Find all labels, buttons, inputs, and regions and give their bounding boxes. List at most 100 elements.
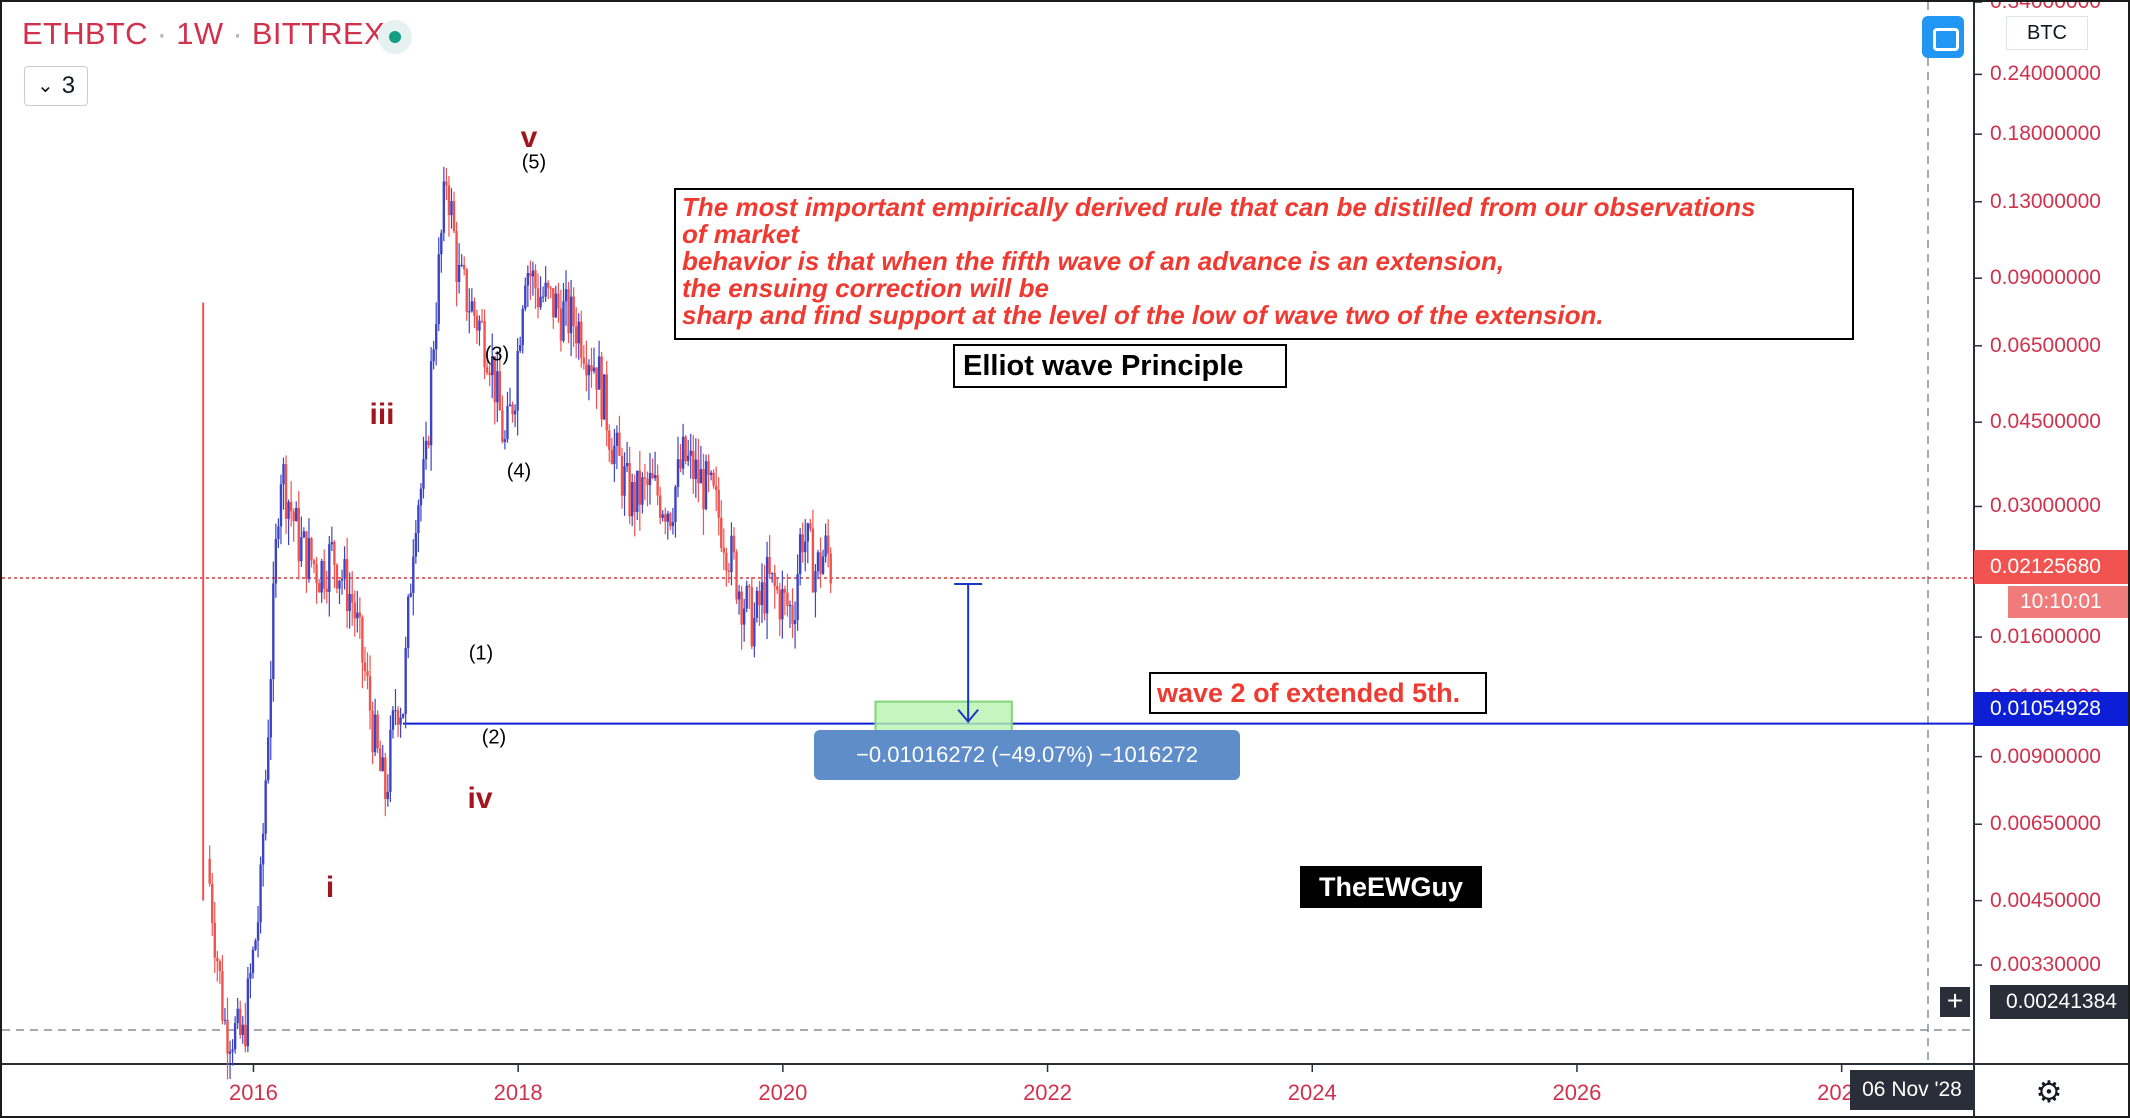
candle-body xyxy=(587,365,591,376)
candle-body xyxy=(442,181,446,233)
wave-label[interactable]: (2) xyxy=(481,726,507,749)
candle-body xyxy=(546,282,550,288)
candle-body xyxy=(557,293,560,309)
indicator-count: 3 xyxy=(61,72,76,99)
candle-body xyxy=(702,469,705,510)
candle-body xyxy=(496,371,499,403)
candle-body xyxy=(824,535,827,557)
wave-label[interactable]: iv xyxy=(467,782,493,815)
candle-body xyxy=(610,449,614,464)
candle-body xyxy=(353,602,356,619)
candle-body xyxy=(602,374,606,420)
candle-body xyxy=(796,573,799,621)
elliott-rule-note[interactable]: The most important empirically derived r… xyxy=(674,188,1854,340)
candle-body xyxy=(267,737,270,781)
candle-body xyxy=(412,556,415,594)
market-status-icon[interactable] xyxy=(378,20,412,54)
symbol-title[interactable]: ETHBTC · 1W · BITTREX xyxy=(22,16,385,52)
candle-body xyxy=(686,455,690,462)
symbol-name: ETHBTC xyxy=(22,16,148,51)
price-tick-label: 0.03000000 xyxy=(1990,494,2101,518)
wave-label[interactable]: i xyxy=(325,871,335,904)
gear-icon[interactable]: ⚙ xyxy=(2035,1076,2063,1109)
candle-body xyxy=(562,301,565,341)
candle-body xyxy=(567,289,570,334)
candle-body xyxy=(351,593,354,603)
candle-body xyxy=(750,587,754,647)
wave-label[interactable]: iii xyxy=(369,398,395,431)
chevron-down-icon: ⌄ xyxy=(36,74,54,97)
candle-body xyxy=(317,583,321,593)
candle-body xyxy=(208,858,211,884)
time-tick-label: 2024 xyxy=(1287,1080,1337,1105)
candle-body xyxy=(264,780,267,834)
plus-icon[interactable]: + xyxy=(1940,987,1970,1017)
title-separator: · xyxy=(232,16,243,51)
note-line: sharp and find support at the level of t… xyxy=(682,300,1604,330)
wave-label[interactable]: (3) xyxy=(484,343,510,366)
candle-body xyxy=(302,531,306,538)
candle-body xyxy=(447,185,451,216)
candle-body xyxy=(386,791,390,800)
candle-body xyxy=(748,585,751,588)
candle-body xyxy=(804,541,807,553)
candle-body xyxy=(574,326,578,344)
principle-title-note[interactable]: Elliot wave Principle xyxy=(953,344,1287,388)
crosshair-date-tag: 06 Nov '28 xyxy=(1850,1070,1974,1110)
candle-body xyxy=(646,478,649,486)
note-line: behavior is that when the fifth wave of … xyxy=(682,246,1505,276)
candle-body xyxy=(457,265,461,283)
candle-body xyxy=(216,957,219,962)
candle-body xyxy=(404,647,407,715)
candle-body xyxy=(491,356,494,376)
candle-body xyxy=(361,617,364,663)
candle-body xyxy=(712,472,715,486)
candle-body xyxy=(226,1019,229,1054)
wave-label[interactable]: (1) xyxy=(468,642,494,665)
candle-body xyxy=(684,436,687,462)
candle-body xyxy=(666,513,670,522)
candle-body xyxy=(325,588,328,592)
candle-body xyxy=(791,605,794,625)
candle-body xyxy=(345,559,349,612)
candle-body xyxy=(435,324,438,350)
candle-body xyxy=(554,293,558,318)
wave-label[interactable]: (4) xyxy=(506,460,532,483)
candle-body xyxy=(343,559,346,579)
candle-body xyxy=(577,321,580,344)
candle-body xyxy=(541,296,545,298)
signature-note[interactable]: TheEWGuy xyxy=(1300,866,1482,908)
candle-body xyxy=(664,514,667,522)
candle-body xyxy=(643,477,647,479)
candle-body xyxy=(473,301,476,316)
candle-body xyxy=(819,552,822,574)
candle-body xyxy=(371,710,374,753)
candle-body xyxy=(801,534,804,553)
candle-body xyxy=(732,535,736,553)
candle-body xyxy=(564,289,568,302)
wave2-note[interactable]: wave 2 of extended 5th. xyxy=(1149,672,1487,714)
fullscreen-icon[interactable] xyxy=(1922,16,1964,58)
candle-body xyxy=(315,564,318,584)
candle-body xyxy=(218,961,222,972)
candle-body xyxy=(328,544,331,592)
candle-body xyxy=(432,349,435,362)
candle-body xyxy=(580,321,583,358)
candle-body xyxy=(480,320,484,322)
candle-body xyxy=(727,570,731,573)
candle-body xyxy=(463,264,466,270)
candle-body xyxy=(516,350,519,411)
candle-body xyxy=(287,501,290,519)
candle-body xyxy=(753,617,756,647)
candle-body xyxy=(600,356,603,420)
candle-body xyxy=(478,320,481,331)
wave-label[interactable]: (5) xyxy=(521,151,547,174)
collapse-indicators-button[interactable]: ⌄ 3 xyxy=(24,66,88,106)
candle-body xyxy=(427,440,430,446)
candle-body xyxy=(233,1023,237,1050)
candle-body xyxy=(689,450,692,456)
wave-label[interactable]: v xyxy=(520,121,538,154)
price-tick-label: 0.34000000 xyxy=(1990,0,2101,13)
